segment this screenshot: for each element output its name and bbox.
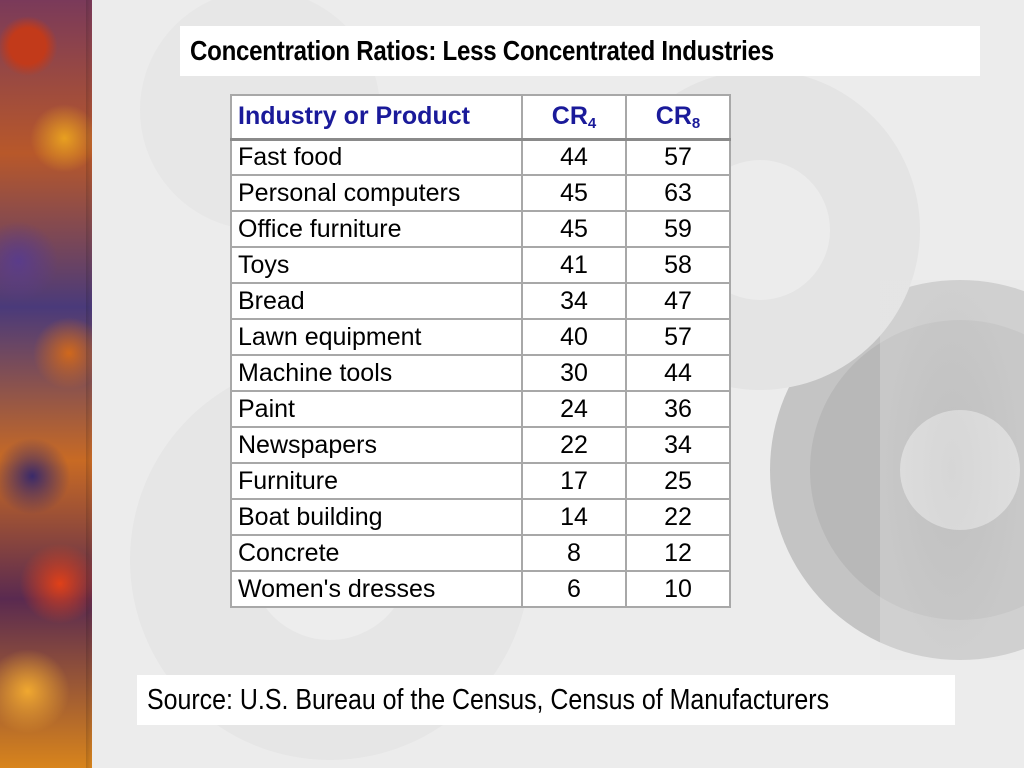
table-row: Toys 41 58: [230, 246, 731, 284]
cr4-value: 45: [521, 210, 627, 248]
cr4-value: 30: [521, 354, 627, 392]
table-row: Concrete 8 12: [230, 534, 731, 572]
header-industry: Industry or Product: [230, 94, 523, 141]
industry-name: Machine tools: [230, 354, 523, 392]
slide-title-box: Concentration Ratios: Less Concentrated …: [180, 26, 980, 76]
cr8-value: 59: [625, 210, 731, 248]
table-row: Women's dresses 6 10: [230, 570, 731, 608]
cr8-value: 57: [625, 318, 731, 356]
cr4-value: 44: [521, 138, 627, 176]
slide-title: Concentration Ratios: Less Concentrated …: [190, 35, 774, 66]
table-row: Boat building 14 22: [230, 498, 731, 536]
header-cr4: CR4: [521, 94, 627, 141]
cr4-value: 14: [521, 498, 627, 536]
cr4-value: 17: [521, 462, 627, 500]
table-header-row: Industry or Product CR4 CR8: [230, 94, 731, 141]
industry-name: Concrete: [230, 534, 523, 572]
industry-name: Fast food: [230, 138, 523, 176]
cr4-value: 34: [521, 282, 627, 320]
table-row: Office furniture 45 59: [230, 210, 731, 248]
table-row: Furniture 17 25: [230, 462, 731, 500]
table-row: Fast food 44 57: [230, 138, 731, 176]
concentration-table: Industry or Product CR4 CR8 Fast food 44…: [230, 94, 731, 608]
table-row: Lawn equipment 40 57: [230, 318, 731, 356]
table-row: Bread 34 47: [230, 282, 731, 320]
table-row: Paint 24 36: [230, 390, 731, 428]
header-cr4-base: CR: [551, 101, 588, 130]
header-cr8-base: CR: [655, 101, 692, 130]
industry-name: Furniture: [230, 462, 523, 500]
cr8-value: 34: [625, 426, 731, 464]
cr8-value: 57: [625, 138, 731, 176]
cr4-value: 22: [521, 426, 627, 464]
industry-name: Women's dresses: [230, 570, 523, 608]
cr4-value: 8: [521, 534, 627, 572]
cr8-value: 47: [625, 282, 731, 320]
industry-name: Personal computers: [230, 174, 523, 212]
cr8-value: 22: [625, 498, 731, 536]
cr8-value: 25: [625, 462, 731, 500]
side-decoration-strip: [0, 0, 92, 768]
table-row: Newspapers 22 34: [230, 426, 731, 464]
table-row: Machine tools 30 44: [230, 354, 731, 392]
industry-name: Boat building: [230, 498, 523, 536]
cr8-value: 63: [625, 174, 731, 212]
industry-name: Lawn equipment: [230, 318, 523, 356]
header-cr4-sub: 4: [587, 114, 597, 132]
cr8-value: 44: [625, 354, 731, 392]
cr4-value: 40: [521, 318, 627, 356]
source-citation: Source: U.S. Bureau of the Census, Censu…: [147, 683, 830, 716]
industry-name: Office furniture: [230, 210, 523, 248]
header-cr8: CR8: [625, 94, 731, 141]
cr4-value: 41: [521, 246, 627, 284]
cr8-value: 10: [625, 570, 731, 608]
cr4-value: 24: [521, 390, 627, 428]
cr4-value: 45: [521, 174, 627, 212]
cr8-value: 58: [625, 246, 731, 284]
industry-name: Bread: [230, 282, 523, 320]
cr4-value: 6: [521, 570, 627, 608]
industry-name: Newspapers: [230, 426, 523, 464]
cr8-value: 12: [625, 534, 731, 572]
header-cr8-sub: 8: [691, 114, 701, 132]
cr8-value: 36: [625, 390, 731, 428]
source-box: Source: U.S. Bureau of the Census, Censu…: [137, 675, 955, 725]
industry-name: Toys: [230, 246, 523, 284]
table-row: Personal computers 45 63: [230, 174, 731, 212]
industry-name: Paint: [230, 390, 523, 428]
